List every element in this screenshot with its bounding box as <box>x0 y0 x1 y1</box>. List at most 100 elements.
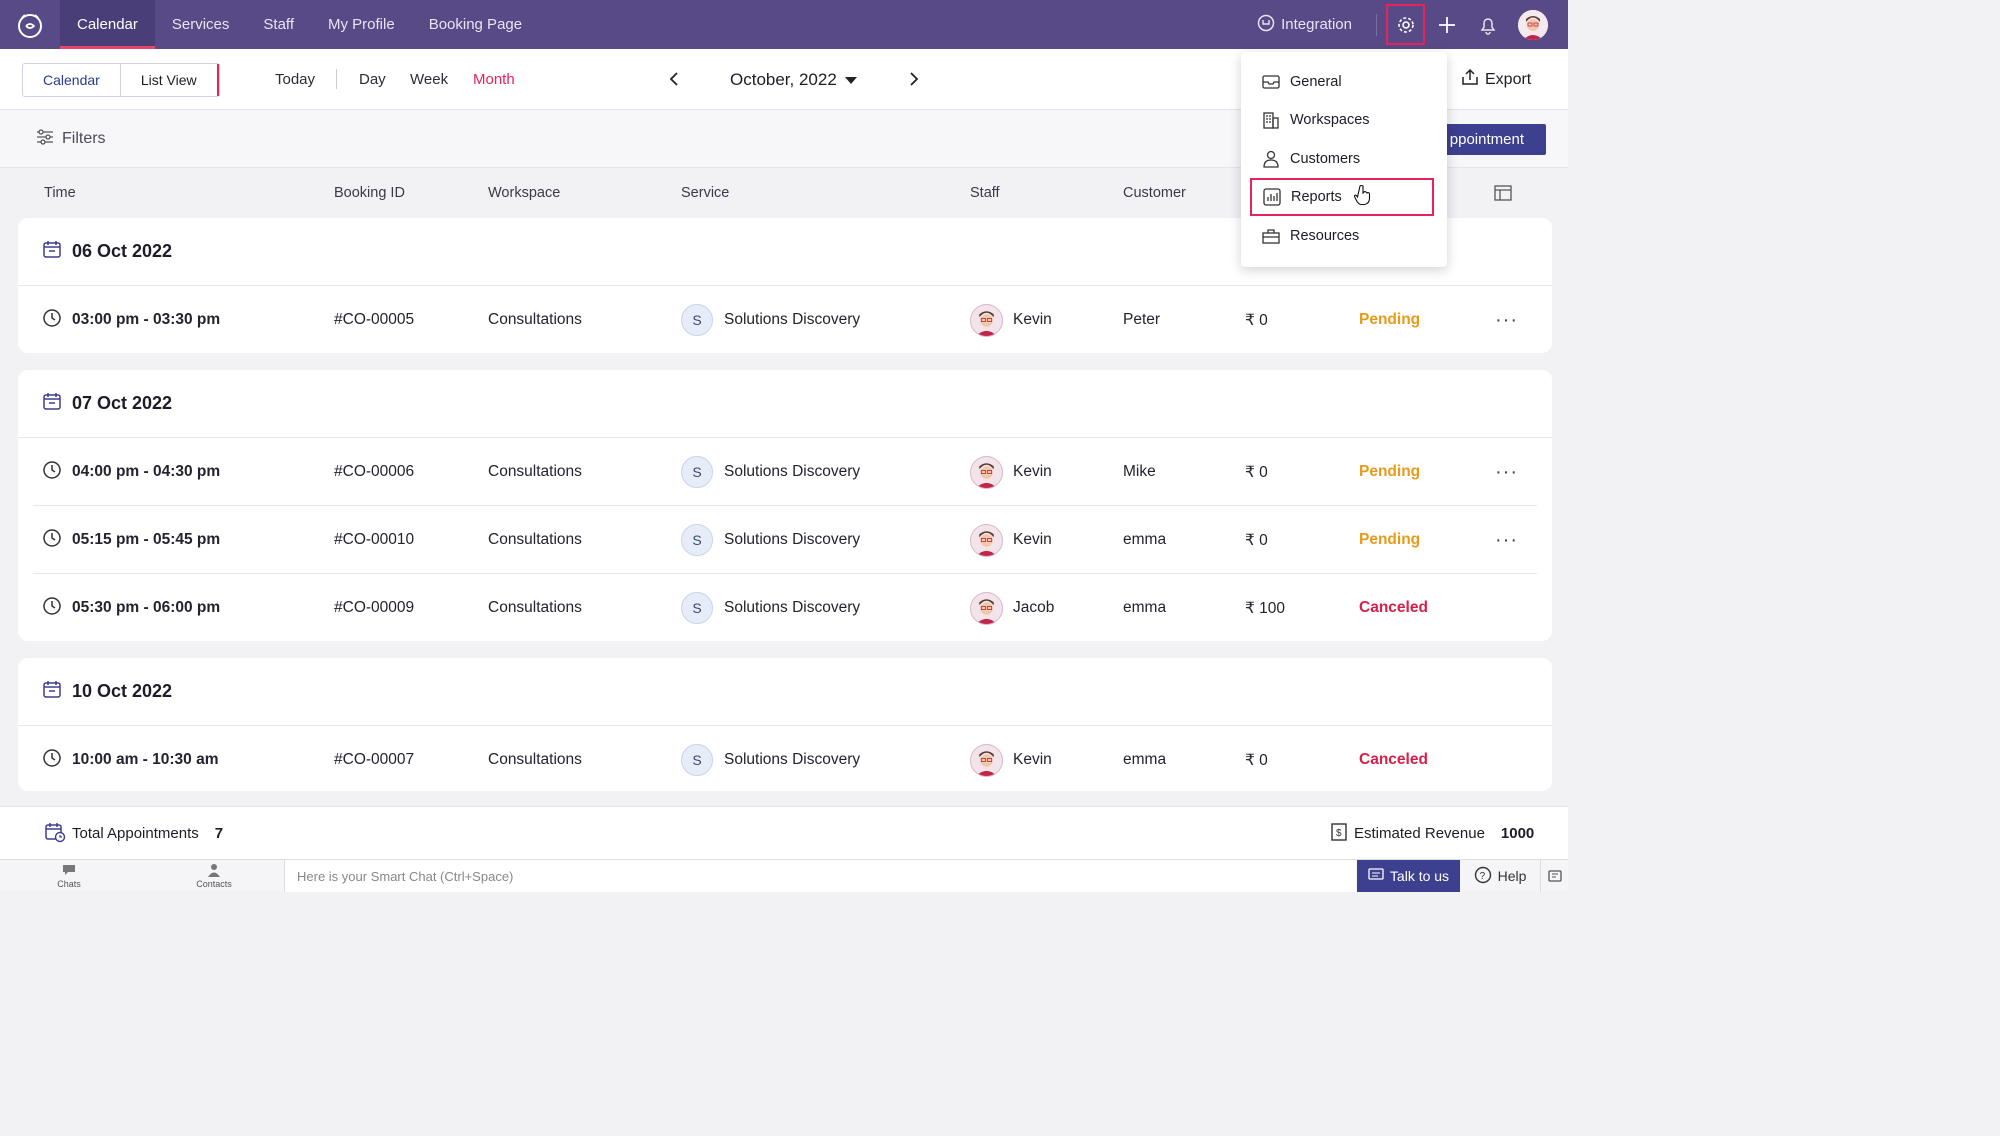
clock-icon <box>42 460 62 485</box>
service-initial-badge: S <box>681 304 713 336</box>
column-booking-id: Booking ID <box>334 185 405 201</box>
sliders-icon <box>36 128 54 150</box>
menu-item-general[interactable]: General <box>1251 63 1435 101</box>
chats-label: Chats <box>57 879 81 889</box>
menu-item-reports[interactable]: Reports <box>1250 178 1434 216</box>
date-group-header: 06 Oct 2022 <box>18 218 1552 286</box>
booking-id: #CO-00006 <box>334 463 415 480</box>
summary-bar: Total Appointments 7 $ Estimated Revenue… <box>0 806 1568 859</box>
customer-name: emma <box>1123 599 1167 616</box>
more-options-icon[interactable]: ··· <box>1495 460 1518 483</box>
view-toggle: Calendar List View <box>22 63 220 97</box>
receipt-icon: $ <box>1330 822 1348 846</box>
staff-avatar <box>970 303 1003 337</box>
status-badge: Canceled <box>1359 751 1428 768</box>
menu-item-resources[interactable]: Resources <box>1251 217 1435 255</box>
date-group-card: 10 Oct 2022 10:00 am - 10:30 am #CO-0000… <box>18 658 1552 791</box>
today-button[interactable]: Today <box>275 71 316 88</box>
column-workspace: Workspace <box>488 185 561 201</box>
nav-booking-page[interactable]: Booking Page <box>428 16 523 33</box>
calendar-icon <box>42 391 62 416</box>
prev-month-icon[interactable] <box>662 67 686 91</box>
booking-id: #CO-00007 <box>334 751 415 768</box>
workspace-name: Consultations <box>488 463 582 480</box>
total-appointments-value: 7 <box>214 825 224 842</box>
booking-id: #CO-00009 <box>334 599 415 616</box>
clock-icon <box>42 308 62 333</box>
time-cell: 05:30 pm - 06:00 pm <box>42 574 220 642</box>
nav-services[interactable]: Services <box>171 16 230 33</box>
staff-name: Jacob <box>1013 599 1055 616</box>
menu-item-label: Customers <box>1290 151 1361 167</box>
integration-link[interactable]: Integration <box>1257 13 1377 36</box>
notification-bell-icon[interactable] <box>1468 4 1507 45</box>
menu-item-workspaces[interactable]: Workspaces <box>1251 101 1435 139</box>
month-button[interactable]: Month <box>473 71 515 88</box>
total-appointments: Total Appointments 7 <box>44 807 223 860</box>
list-view-button[interactable]: List View <box>121 64 219 96</box>
date-group-title: 10 Oct 2022 <box>72 681 173 701</box>
estimated-revenue-value: 1000 <box>1500 825 1535 842</box>
appointment-row[interactable]: 10:00 am - 10:30 am #CO-00007 Consultati… <box>33 726 1537 794</box>
staff-name: Kevin <box>1013 463 1052 480</box>
total-appointments-label: Total Appointments <box>72 825 199 842</box>
more-options-icon[interactable]: ··· <box>1495 528 1518 551</box>
hand-pointer-cursor-icon <box>1353 184 1372 210</box>
date-group-header: 07 Oct 2022 <box>18 370 1552 438</box>
briefcase-icon <box>1261 227 1280 246</box>
smart-chat-input[interactable]: Here is your Smart Chat (Ctrl+Space) <box>284 860 1356 892</box>
workspace-name: Consultations <box>488 311 582 328</box>
inbox-icon <box>1261 73 1280 92</box>
chats-button[interactable]: Chats <box>48 860 90 892</box>
staff-avatar <box>970 455 1003 489</box>
add-plus-icon[interactable] <box>1427 4 1466 45</box>
month-picker[interactable]: October, 2022 <box>730 49 857 110</box>
week-button[interactable]: Week <box>410 71 449 88</box>
clock-icon <box>42 528 62 553</box>
service-initial-badge: S <box>681 524 713 556</box>
talk-to-us-button[interactable]: Talk to us <box>1357 860 1460 892</box>
feedback-icon[interactable] <box>1540 860 1568 892</box>
staff-avatar <box>970 591 1003 625</box>
nav-my-profile[interactable]: My Profile <box>328 16 395 33</box>
customer-name: Mike <box>1123 463 1156 480</box>
service-cell: S Solutions Discovery <box>681 506 860 574</box>
caret-down-icon <box>844 70 857 90</box>
customer-name: emma <box>1123 751 1167 768</box>
help-label: Help <box>1497 868 1527 884</box>
service-initial-badge: S <box>681 456 713 488</box>
next-month-icon[interactable] <box>902 67 926 91</box>
settings-gear-icon[interactable] <box>1386 4 1425 45</box>
customer-name: emma <box>1123 531 1167 548</box>
building-icon <box>1261 111 1280 130</box>
nav-staff[interactable]: Staff <box>263 16 294 33</box>
status-badge: Pending <box>1359 531 1421 548</box>
time-range: 04:00 pm - 04:30 pm <box>72 463 221 480</box>
time-range: 10:00 am - 10:30 am <box>72 751 219 768</box>
time-range: 03:00 pm - 03:30 pm <box>72 311 221 328</box>
menu-item-customers[interactable]: Customers <box>1251 140 1435 178</box>
menu-item-label: Workspaces <box>1290 112 1370 128</box>
appointment-row[interactable]: 05:30 pm - 06:00 pm #CO-00009 Consultati… <box>33 574 1537 642</box>
filters-button[interactable]: Filters <box>36 110 106 168</box>
appointment-row[interactable]: 04:00 pm - 04:30 pm #CO-00006 Consultati… <box>33 438 1537 506</box>
time-range: 05:30 pm - 06:00 pm <box>72 599 221 616</box>
help-button[interactable]: ? Help <box>1462 860 1538 892</box>
amount: ₹ 0 <box>1245 531 1268 549</box>
staff-name: Kevin <box>1013 531 1052 548</box>
column-service: Service <box>681 185 730 201</box>
contacts-label: Contacts <box>196 879 232 889</box>
column-customer: Customer <box>1123 185 1186 201</box>
calendar-view-button[interactable]: Calendar <box>23 64 121 96</box>
export-button[interactable]: Export <box>1461 49 1531 110</box>
appointment-row[interactable]: 03:00 pm - 03:30 pm #CO-00005 Consultati… <box>33 286 1537 354</box>
appointment-row[interactable]: 05:15 pm - 05:45 pm #CO-00010 Consultati… <box>33 506 1537 574</box>
user-avatar[interactable] <box>1518 9 1548 40</box>
nav-calendar[interactable]: Calendar <box>60 0 155 49</box>
day-button[interactable]: Day <box>359 71 386 88</box>
app-logo-icon[interactable] <box>0 0 60 49</box>
column-settings-icon[interactable] <box>1494 168 1512 218</box>
more-options-icon[interactable]: ··· <box>1495 308 1518 331</box>
contacts-button[interactable]: Contacts <box>192 860 236 892</box>
svg-text:?: ? <box>1479 871 1485 882</box>
